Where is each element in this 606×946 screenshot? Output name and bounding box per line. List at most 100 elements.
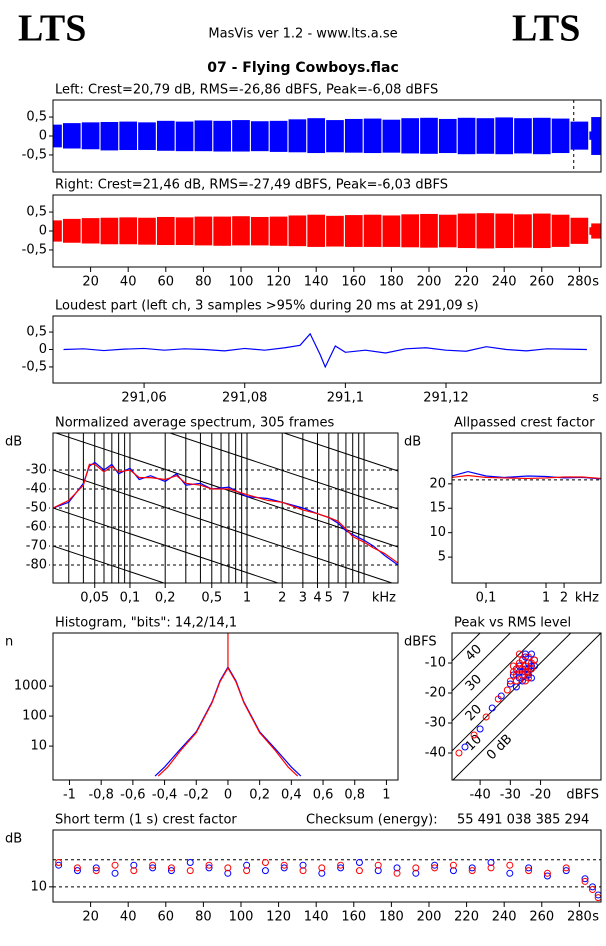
chart-panel: Right: Crest=21,46 dB, RMS=-27,49 dBFS, … <box>22 178 602 290</box>
point <box>431 861 439 869</box>
waveform-envelope <box>532 213 551 249</box>
point <box>73 867 81 875</box>
waveform-envelope <box>401 118 420 154</box>
point <box>581 877 589 885</box>
waveform-envelope <box>175 121 194 152</box>
x-tick-label: 20 <box>82 275 99 290</box>
slope-line <box>168 433 398 510</box>
x-tick-label: 0,6 <box>313 788 334 803</box>
point <box>205 861 213 869</box>
waveform-envelope <box>119 121 138 151</box>
x-tick-label: 7 <box>342 591 350 606</box>
x-axis-label: s <box>592 275 599 290</box>
plot-frame <box>52 432 399 584</box>
waveform-envelope <box>438 214 457 248</box>
x-tick-label: 291,08 <box>222 391 268 406</box>
y-tick-label: 15 <box>429 501 446 516</box>
point <box>525 867 533 875</box>
point <box>224 864 232 872</box>
y-axis-label: dB <box>5 832 22 847</box>
x-tick-label: 160 <box>341 275 366 290</box>
waveform-envelope <box>156 120 175 151</box>
y-tick-label: -0,5 <box>22 359 47 374</box>
point <box>111 869 119 877</box>
point <box>503 686 511 694</box>
waveform-envelope <box>495 117 514 155</box>
x-tick-label: 260 <box>529 910 554 925</box>
point <box>55 858 63 866</box>
chart-panel: Peak vs RMS level dBFS dBFS -10 -20 -30 -40 -40… <box>404 616 602 803</box>
y-axis-label: dB <box>404 435 421 450</box>
point <box>562 864 570 872</box>
point <box>524 653 532 661</box>
y-axis-label: dB <box>5 435 22 450</box>
waveform-envelope <box>363 214 382 247</box>
waveform-envelope <box>194 120 213 152</box>
slope-lines <box>53 433 398 583</box>
y-tick-label: 0,5 <box>26 110 47 125</box>
point <box>487 864 495 872</box>
checksum-label: Checksum (energy): <box>306 813 438 828</box>
x-tick-label: 4 <box>313 591 321 606</box>
waveform-envelope <box>232 120 250 152</box>
waveform-envelope <box>570 121 589 150</box>
chart-title: Allpassed crest factor <box>454 416 595 431</box>
x-tick-label: 260 <box>529 275 554 290</box>
waveform-envelope <box>175 217 194 246</box>
point <box>512 671 520 679</box>
x-tick-label: 2 <box>278 591 286 606</box>
point <box>449 867 457 875</box>
x-tick-label: 80 <box>195 275 212 290</box>
x-tick-label: 40 <box>120 910 137 925</box>
point <box>111 861 119 869</box>
point <box>482 713 490 721</box>
waveform-envelope <box>420 117 438 154</box>
waveform-envelope <box>363 118 382 154</box>
x-tick-label: 0,05 <box>80 591 109 606</box>
point <box>476 725 484 733</box>
slope-line <box>282 433 398 472</box>
point <box>149 864 157 872</box>
point <box>186 858 194 866</box>
y-tick-label: -40 <box>425 746 446 761</box>
point <box>167 867 175 875</box>
point <box>449 861 457 869</box>
chart-title: Normalized average spectrum, 305 frames <box>55 416 334 431</box>
x-tick-label: 0,2 <box>155 591 176 606</box>
point <box>280 861 288 869</box>
y-tick-label: 10 <box>429 525 446 540</box>
series-line <box>154 665 302 777</box>
waveform-envelope <box>213 120 232 152</box>
waveform-envelope <box>476 118 495 154</box>
y-tick-label: -20 <box>425 686 446 701</box>
waveform-envelope <box>495 213 514 249</box>
waveform-envelope <box>326 120 344 153</box>
waveform-envelope <box>100 217 119 245</box>
point <box>494 695 502 703</box>
point <box>531 656 539 664</box>
waveform-envelope <box>62 218 81 243</box>
crest-line-label: 0 dB <box>484 732 516 764</box>
chart-panel: Left: Crest=20,79 dB, RMS=-26,86 dBFS, P… <box>22 83 602 173</box>
waveform-envelope <box>476 213 495 249</box>
chart-title: Short term (1 s) crest factor <box>55 813 237 828</box>
point <box>488 704 496 712</box>
slope-line <box>53 507 280 583</box>
x-tick-label: 200 <box>417 275 442 290</box>
y-tick-label: 10 <box>30 879 47 894</box>
point <box>589 883 597 891</box>
y-axis-label: n <box>5 635 13 650</box>
point <box>487 858 495 866</box>
waveform-envelope <box>250 216 269 246</box>
y-tick-label: 5 <box>438 550 446 565</box>
plot-area <box>455 650 539 757</box>
point <box>509 662 517 670</box>
chart-panel: Short term (1 s) crest factor dB s Checksum… <box>5 813 602 925</box>
plot-area <box>53 461 398 566</box>
x-tick-label: -0,4 <box>152 788 177 803</box>
plot-area <box>452 470 601 480</box>
x-tick-label: -1 <box>63 788 76 803</box>
waveform-envelope <box>382 119 401 153</box>
y-tick-label: 0 <box>39 224 47 239</box>
point <box>412 864 420 872</box>
